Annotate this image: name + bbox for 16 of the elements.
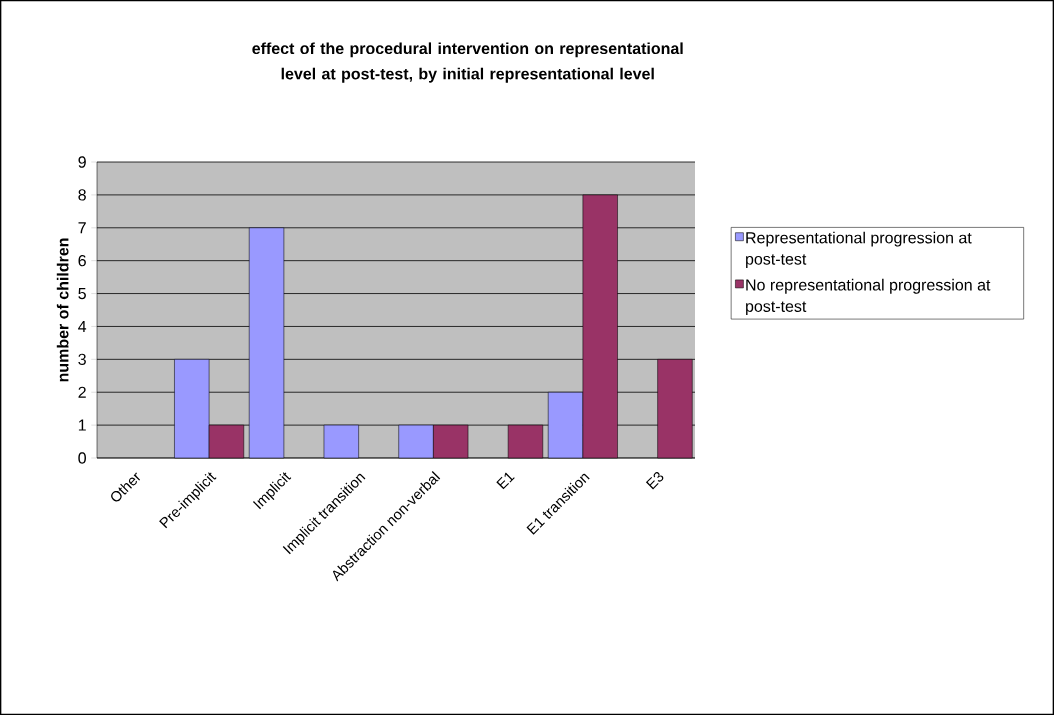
y-tick-label: 5	[78, 287, 86, 300]
y-tick-label: 2	[78, 386, 86, 398]
legend-label: No representational progression at post-test	[746, 278, 991, 316]
y-tick-label: 0	[78, 452, 86, 464]
y-tick-label: 6	[78, 255, 86, 267]
y-tick-label: 3	[78, 353, 86, 365]
y-tick-label: 4	[78, 320, 87, 332]
y-tick-label: 7	[78, 222, 86, 234]
y-axis-title: number of children	[56, 238, 69, 382]
x-tick-label: E1	[496, 472, 515, 490]
chart-title: effect of the procedural intervention on representational level at post-test, by initial representational level	[252, 42, 683, 83]
x-tick-label: E3	[645, 472, 664, 490]
y-tick-label: 9	[78, 156, 86, 168]
legend-label: Representational progression at post-test	[746, 231, 972, 268]
y-tick-label: 8	[78, 189, 86, 201]
y-tick-label: 1	[78, 419, 86, 431]
